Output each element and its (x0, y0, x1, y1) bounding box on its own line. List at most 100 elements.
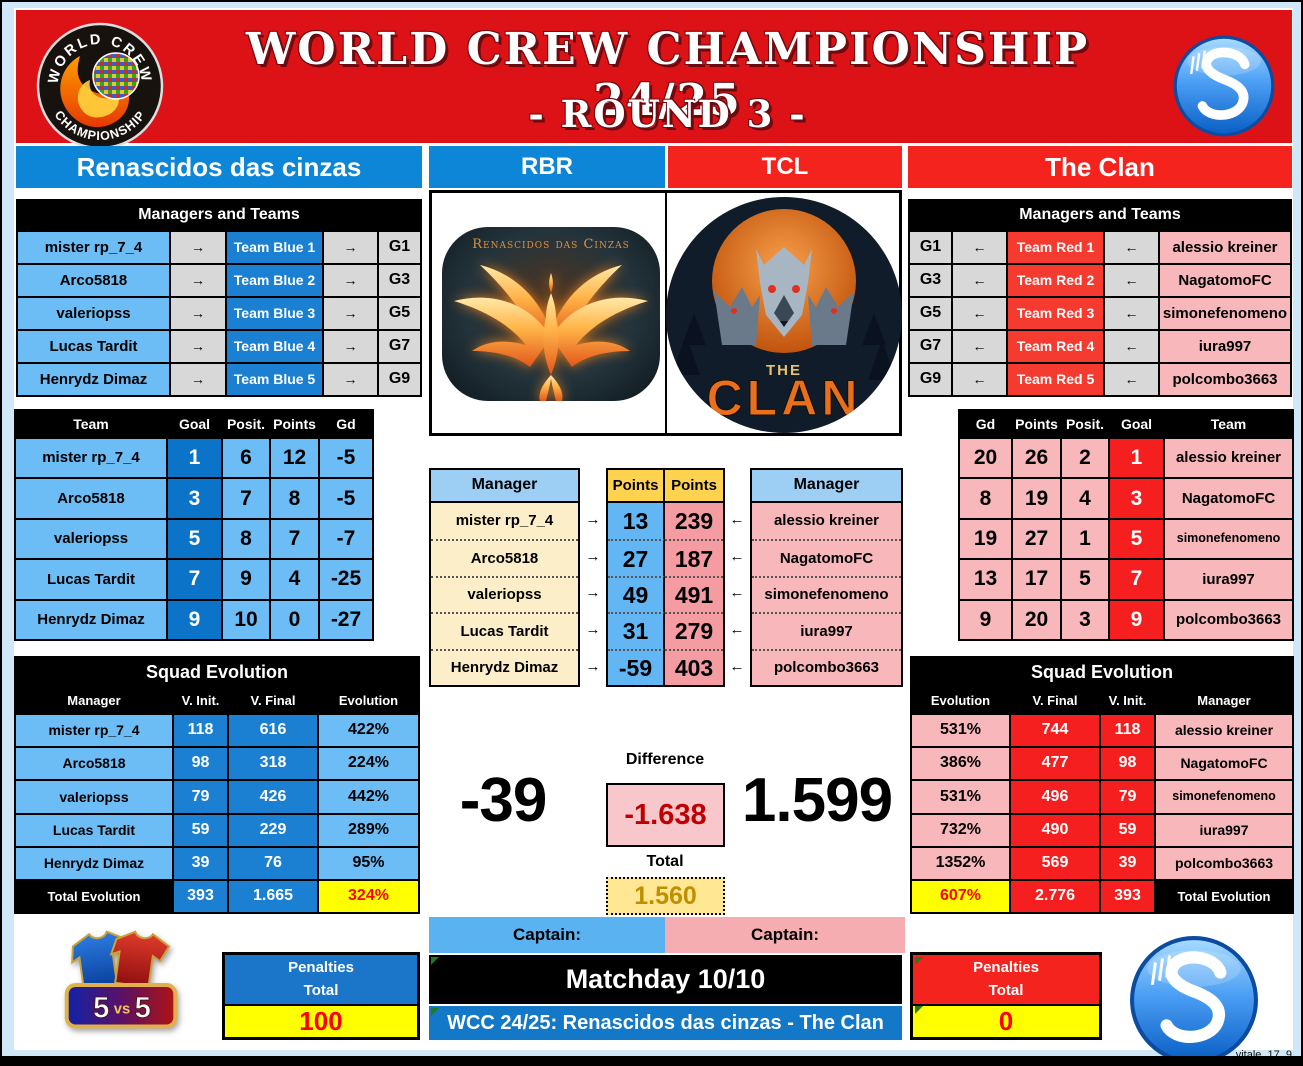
squad-header-cell: V. Init. (1101, 689, 1154, 713)
manager-name-cell: iura997 (752, 612, 901, 649)
total-label-cell: Total Evolution (16, 881, 172, 912)
right-squad-evolution-table: Squad Evolution Evolution V. Final V. Init… (910, 656, 1294, 914)
team-cell: iura997 (1165, 560, 1292, 599)
manager-header: Manager (752, 470, 901, 503)
team-label-cell: Team Red 4 (1008, 331, 1103, 362)
manager-name-cell: Arco5818 (18, 265, 169, 296)
manager-cell: valeriopss (16, 781, 172, 813)
team-label-cell: Team Blue 2 (227, 265, 322, 296)
team-label-cell: Team Red 3 (1008, 298, 1103, 329)
center-points-box: Points Points 13 239 27 187 49 491 31 279 -5… (606, 468, 725, 687)
squad-header-cell: V. Final (1011, 689, 1099, 713)
penalties-value: 0 (913, 1006, 1099, 1037)
penalties-total-label: Total (303, 981, 339, 999)
goal-cell: 7 (168, 560, 221, 599)
arrow-cell: → (171, 265, 225, 296)
arrow-cell: ← (1105, 331, 1158, 362)
manager-cell: Henrydz Dimaz (16, 847, 172, 879)
arrow-cell: ← (1105, 265, 1158, 296)
total-vfinal-cell: 2.776 (1011, 881, 1099, 912)
arrow-cell: ← (953, 364, 1006, 395)
vfinal-cell: 569 (1011, 847, 1099, 879)
arrow-right: → (585, 658, 601, 676)
group-cell: G5 (910, 298, 951, 329)
left-stats-table: Team Goal Posit. Points Gd mister rp_7_4 1 6 12… (14, 409, 374, 641)
left-squad-evolution-table: Squad Evolution Manager V. Init. V. Final E… (14, 656, 420, 914)
points-cell: 20 (1013, 600, 1060, 639)
arrow-cell: ← (953, 331, 1006, 362)
phoenix-caption: Renascidos das Cinzas (472, 237, 630, 252)
evolution-cell: 95% (319, 847, 418, 879)
points-left-cell: 27 (608, 539, 665, 576)
points-right-cell: 279 (665, 612, 723, 649)
manager-name-cell: simonefenomeno (752, 575, 901, 613)
manager-name-cell: alessio kreiner (1160, 232, 1290, 263)
arrow-right: → (585, 547, 601, 565)
manager-name-cell: Lucas Tardit (431, 612, 578, 649)
position-cell: 7 (223, 479, 269, 518)
team-cell: valeriopss (16, 519, 166, 559)
vfinal-cell: 76 (229, 847, 317, 879)
center-right-manager-box: Manager alessio kreiner NagatomoFC simon… (750, 468, 903, 687)
team-label-cell: Team Blue 5 (227, 364, 322, 395)
goal-cell: 9 (168, 600, 221, 639)
squad-header-cell: Evolution (319, 689, 418, 713)
arrow-cell: → (324, 265, 377, 296)
page-title: WORLD CREW CHAMPIONSHIP 24/25 (245, 24, 1090, 126)
vinit-cell: 79 (1101, 781, 1154, 813)
points-cell: 12 (271, 439, 318, 478)
penalties-value: 100 (225, 1006, 417, 1037)
team-label-cell: Team Blue 3 (227, 298, 322, 329)
arrow-cell: → (324, 364, 377, 395)
position-cell: 2 (1062, 439, 1108, 478)
manager-name-cell: Henrydz Dimaz (431, 648, 578, 685)
manager-cell: alessio kreiner (1156, 715, 1292, 747)
gd-cell: 8 (960, 479, 1011, 518)
arrow-cell: ← (953, 265, 1006, 296)
points-header-right: Points (665, 470, 723, 503)
arrow-left: ← (729, 621, 745, 639)
points-cell: 27 (1013, 519, 1060, 559)
stats-header-cell: Team (1165, 411, 1292, 437)
team-label-cell: Team Blue 1 (227, 232, 322, 263)
cell-note-marker (915, 1006, 923, 1014)
badge-five-left: 5 (93, 992, 109, 1025)
squad-header-cell: V. Final (229, 689, 317, 713)
vinit-cell: 118 (1101, 715, 1154, 747)
goal-cell: 5 (168, 519, 221, 559)
stats-header-cell: Gd (960, 411, 1011, 437)
group-cell: G1 (379, 232, 420, 263)
penalties-total-label: Total (988, 981, 1024, 999)
manager-name-cell: NagatomoFC (752, 539, 901, 576)
team-cell: polcombo3663 (1165, 600, 1292, 639)
points-right-cell: 491 (665, 575, 723, 613)
arrow-cell: → (171, 364, 225, 395)
points-left-cell: 31 (608, 612, 665, 649)
vfinal-cell: 616 (229, 715, 317, 747)
panel-divider (665, 193, 667, 433)
vinit-cell: 59 (1101, 814, 1154, 846)
squad-header-cell: Evolution (912, 689, 1009, 713)
group-cell: G7 (910, 331, 951, 362)
penalties-header: Penalties Total (225, 955, 417, 1004)
vinit-cell: 98 (1101, 748, 1154, 780)
stats-header-cell: Gd (320, 411, 372, 437)
s-letter-glyph (1197, 47, 1250, 120)
table-title: Squad Evolution (912, 658, 1292, 687)
vinit-cell: 39 (174, 847, 227, 879)
points-right-cell: 403 (665, 648, 723, 685)
team-name-bar-left: Renascidos das cinzas (16, 146, 422, 188)
s-letter-glyph (1160, 951, 1227, 1043)
arrow-cell: → (324, 232, 377, 263)
manager-name-cell: iura997 (1160, 331, 1290, 362)
globe-icon (92, 52, 140, 100)
arrow-cell: ← (1105, 364, 1158, 395)
club-logos-panel: Renascidos das Cinzas (429, 190, 902, 436)
vfinal-cell: 744 (1011, 715, 1099, 747)
team-cell: simonefenomeno (1165, 519, 1292, 559)
penalties-label: Penalties (973, 959, 1039, 976)
points-cell: 8 (271, 479, 318, 518)
center-left-manager-box: Manager mister rp_7_4 Arco5818 valeriops… (429, 468, 580, 687)
total-value-box: 1.560 (606, 877, 725, 915)
